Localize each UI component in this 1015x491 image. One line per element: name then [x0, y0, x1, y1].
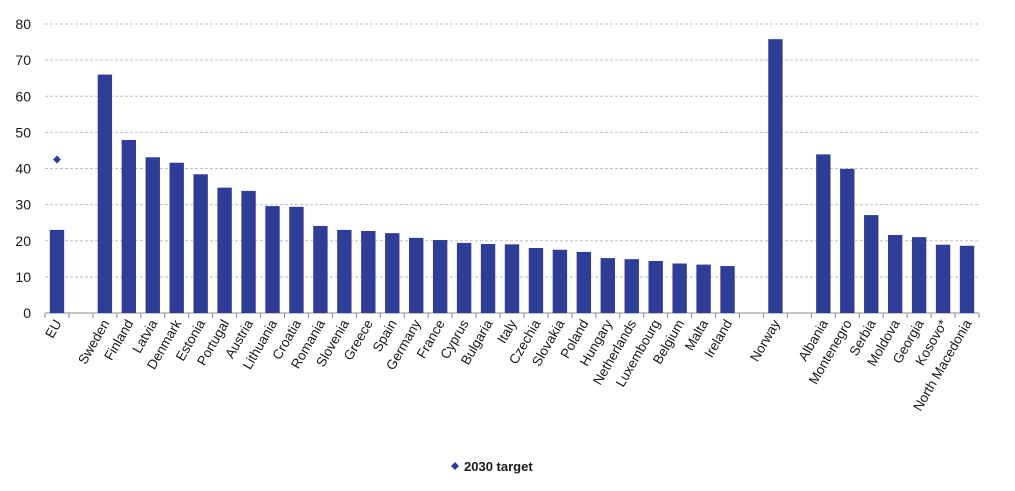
bar [864, 215, 879, 313]
y-tick-label: 70 [15, 52, 31, 68]
x-tick-label: EU [42, 317, 64, 341]
x-tick-label: Norway [747, 317, 783, 364]
bar [552, 249, 568, 313]
bar [385, 233, 400, 313]
target-series [52, 155, 61, 164]
bar [432, 240, 448, 313]
bar [624, 259, 639, 313]
bar [528, 247, 544, 313]
y-tick-label: 0 [23, 305, 31, 321]
y-tick-label: 60 [15, 88, 31, 104]
bar [480, 244, 496, 313]
bar [887, 234, 903, 313]
bar [600, 258, 615, 313]
legend-marker [451, 462, 459, 470]
bar [456, 242, 472, 313]
bar [840, 168, 855, 313]
bar [313, 225, 328, 313]
bar [911, 237, 927, 313]
bar [361, 230, 376, 313]
bar [720, 266, 735, 313]
target-marker [52, 155, 61, 164]
bar-series [49, 39, 975, 314]
bar [289, 206, 304, 313]
bar [169, 162, 184, 313]
bar [337, 229, 352, 313]
bar [959, 245, 975, 313]
bar [145, 157, 160, 313]
y-tick-label: 30 [15, 197, 31, 213]
legend: 2030 target [451, 459, 533, 474]
bar [193, 174, 208, 313]
bar [97, 74, 113, 313]
bar [648, 260, 663, 313]
y-tick-label: 80 [15, 16, 31, 32]
bar [816, 154, 831, 313]
x-axis [44, 312, 980, 318]
bar [672, 263, 687, 313]
x-axis-labels: EU SwedenFinlandLatviaDenmarkEstoniaPortu… [42, 316, 975, 413]
bar [768, 39, 783, 314]
bar [504, 244, 520, 313]
bar [49, 229, 65, 313]
bar [265, 206, 280, 313]
bar [409, 237, 424, 313]
bar [217, 187, 232, 313]
gridlines [45, 23, 979, 278]
bar [121, 139, 137, 313]
y-tick-label: 50 [15, 124, 31, 140]
y-tick-label: 20 [15, 233, 31, 249]
bar [241, 190, 256, 313]
y-tick-label: 10 [15, 269, 31, 285]
bar [935, 244, 951, 313]
y-tick-label: 40 [15, 161, 31, 177]
bar [696, 264, 711, 313]
bar [576, 251, 592, 313]
y-axis-ticks: 0 10 20 30 40 50 60 70 80 [15, 16, 31, 321]
legend-label: 2030 target [464, 459, 533, 474]
